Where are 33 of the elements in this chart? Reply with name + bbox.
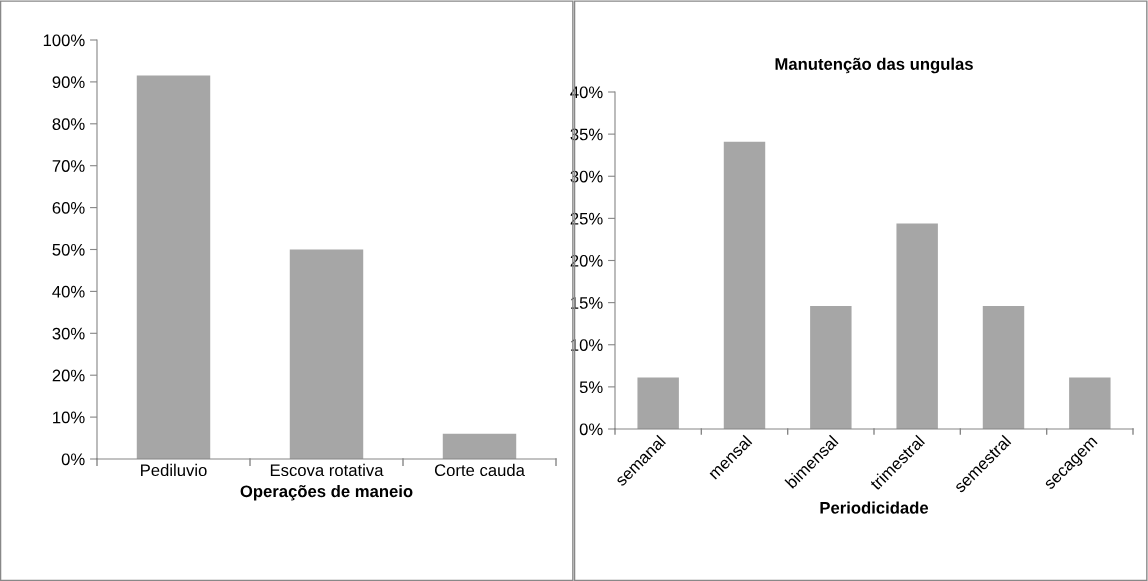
bar	[442, 433, 517, 459]
y-tick-label: 0%	[61, 453, 85, 466]
x-tick-label: Corte cauda	[434, 463, 525, 477]
y-tick-label: 60%	[52, 202, 85, 214]
y-tick-label: 40%	[570, 86, 603, 99]
x-tick-label: Escova rotativa	[270, 463, 384, 477]
chart-title: Manutenção das ungulas	[775, 57, 973, 74]
y-tick-label: 35%	[570, 128, 603, 141]
y-tick-label: 20%	[52, 369, 85, 382]
bar	[1069, 377, 1111, 429]
y-tick-label: 30%	[52, 327, 85, 340]
y-tick-label: 40%	[52, 285, 85, 298]
y-tick-label: 10%	[53, 411, 85, 424]
bar	[289, 249, 364, 459]
bar	[896, 223, 938, 429]
y-tick-label: 25%	[570, 212, 603, 225]
y-tick-label: 0%	[579, 423, 603, 436]
y-tick-label: 30%	[570, 170, 603, 183]
x-tick-label: Pediluvio	[141, 463, 207, 477]
x-axis-title: Operações de maneio	[240, 484, 413, 501]
y-tick-label: 20%	[570, 254, 603, 267]
bar	[982, 305, 1025, 429]
y-tick-label: 80%	[52, 118, 85, 130]
bar	[136, 75, 211, 459]
y-tick-label: 5%	[579, 381, 603, 394]
y-tick-label: 100%	[43, 34, 85, 47]
bar	[810, 305, 852, 429]
bar	[723, 141, 766, 429]
y-tick-label: 50%	[52, 243, 85, 256]
y-tick-label: 70%	[52, 160, 85, 172]
x-axis-title: Periodicidade	[820, 501, 929, 514]
y-tick-label: 90%	[52, 76, 85, 89]
bar	[637, 377, 679, 429]
